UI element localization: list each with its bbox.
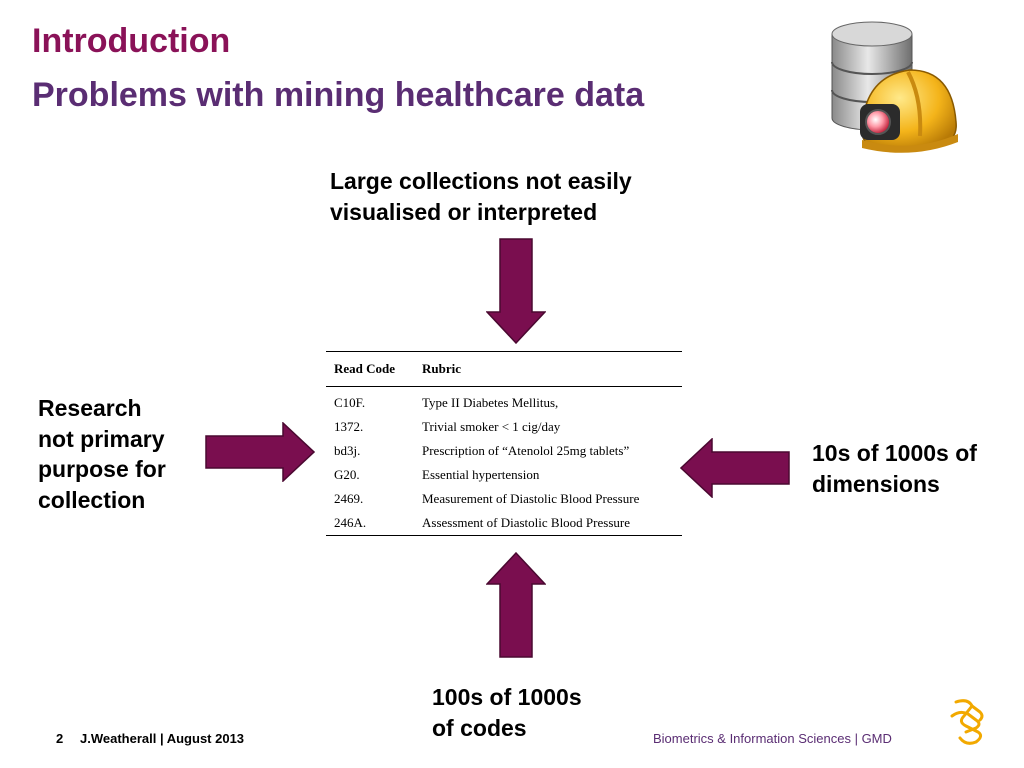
slide-title: Introduction [32, 22, 231, 60]
callout-line: 10s of 1000s of [812, 440, 977, 466]
callout-line: dimensions [812, 470, 940, 497]
read-code-cell: 1372. [334, 419, 364, 434]
callout-line: 100s of 1000s [432, 684, 582, 710]
table-row: 246A. Assessment of Diastolic Blood Pres… [326, 511, 682, 536]
rubric-cell: Assessment of Diastolic Blood Pressure [414, 511, 682, 536]
callout-large-collections: Large collections not easily visualised … [330, 166, 690, 227]
page-number: 2 [56, 731, 64, 746]
table-header-row: Read Code Rubric [326, 351, 682, 387]
read-code-cell: bd3j. [334, 443, 361, 458]
read-code-cell: 246A. [326, 511, 414, 536]
table-row: G20. Essential hypertension [326, 463, 682, 487]
arrow-right-icon [205, 422, 315, 482]
rubric-cell: Measurement of Diastolic Blood Pressure [422, 491, 640, 506]
arrow-down-icon [486, 238, 546, 344]
table-row: 1372. Trivial smoker < 1 cig/day [326, 415, 682, 439]
footer-organisation: Biometrics & Information Sciences | GMD [653, 731, 892, 746]
table-row: C10F. Type II Diabetes Mellitus, [326, 387, 682, 416]
column-header-read-code: Read Code [326, 351, 414, 387]
read-code-cell: 2469. [334, 491, 364, 506]
database-miner-helmet-icon [831, 21, 958, 153]
callout-dimensions: 10s of 1000s of dimensions [812, 438, 1012, 499]
callout-line: Large collections not easily [330, 168, 632, 194]
arrow-left-icon [680, 438, 790, 498]
callout-line: visualised or interpreted [330, 198, 598, 225]
column-header-rubric: Rubric [414, 351, 682, 387]
slide-subtitle: Problems with mining healthcare data [32, 76, 645, 114]
rubric-cell: Trivial smoker < 1 cig/day [422, 419, 561, 434]
rubric-cell: Type II Diabetes Mellitus, [422, 395, 559, 410]
arrow-up-icon [486, 552, 546, 658]
astrazeneca-logo-icon [950, 699, 984, 745]
callout-research-purpose: Research not primary purpose for collect… [38, 393, 198, 515]
callout-line: of codes [432, 714, 527, 741]
footer-author-date: J.Weatherall | August 2013 [80, 731, 245, 746]
read-code-table: Read Code Rubric C10F. Type II Diabetes … [326, 351, 682, 536]
callout-codes: 100s of 1000s of codes [432, 682, 632, 743]
table-row: bd3j. Prescription of “Atenolol 25mg tab… [326, 439, 682, 463]
callout-line: Research [38, 395, 142, 421]
callout-line: not primary [38, 425, 165, 452]
read-code-cell: G20. [334, 467, 360, 482]
rubric-cell: Essential hypertension [422, 467, 540, 482]
table-row: 2469. Measurement of Diastolic Blood Pre… [326, 487, 682, 511]
read-code-cell: C10F. [334, 395, 366, 410]
callout-line: purpose for [38, 456, 166, 482]
rubric-cell: Prescription of “Atenolol 25mg tablets” [422, 443, 630, 458]
callout-line: collection [38, 486, 146, 513]
